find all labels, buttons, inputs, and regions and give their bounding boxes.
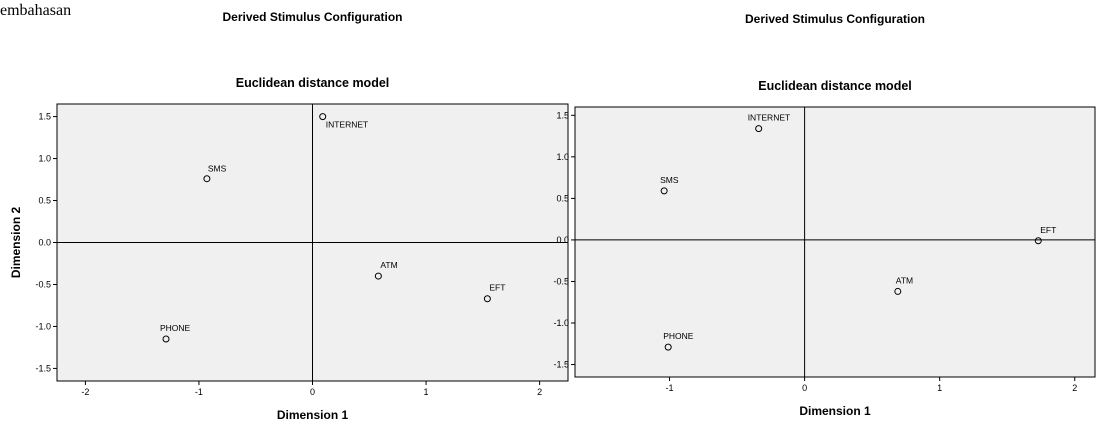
point-label-atm: ATM [380, 260, 397, 270]
x-tick-label: 1 [937, 383, 942, 393]
y-tick-label: -0.5 [35, 279, 51, 289]
point-internet [755, 125, 763, 133]
point-label-internet: INTERNET [326, 120, 369, 130]
point-atm [374, 272, 382, 280]
x-tick-label: -1 [195, 387, 203, 397]
point-internet [319, 113, 327, 121]
chart-title: Derived Stimulus Configuration [745, 12, 925, 26]
point-eft [1034, 237, 1042, 245]
y-tick-label: 1.5 [556, 110, 569, 120]
y-tick-label: 1.0 [38, 154, 51, 164]
x-tick-label: 2 [1072, 383, 1077, 393]
x-tick-label: 1 [424, 387, 429, 397]
point-sms [660, 187, 668, 195]
point-phone [664, 343, 672, 351]
point-label-sms: SMS [208, 164, 227, 174]
x-axis-title: Dimension 1 [799, 404, 871, 418]
point-sms [203, 175, 211, 183]
x-tick-label: 2 [537, 387, 542, 397]
y-tick-label: 1.0 [556, 152, 569, 162]
x-tick-label: 0 [310, 387, 315, 397]
point-eft [483, 295, 491, 303]
x-tick-label: -2 [81, 387, 89, 397]
chart-subtitle: Euclidean distance model [758, 79, 912, 93]
y-tick-label: -1.0 [35, 321, 51, 331]
x-axis-title: Dimension 1 [277, 408, 349, 422]
chart-title: Derived Stimulus Configuration [222, 10, 402, 24]
point-label-internet: INTERNET [748, 113, 791, 123]
point-phone [162, 335, 170, 343]
y-tick-label: 0.5 [38, 196, 51, 206]
point-label-atm: ATM [896, 275, 913, 285]
y-tick-label: 0.5 [556, 193, 569, 203]
y-tick-label: 0.0 [38, 238, 51, 248]
y-tick-label: -1.0 [553, 318, 569, 328]
point-label-phone: PHONE [663, 331, 694, 341]
x-tick-label: -1 [666, 383, 674, 393]
chart-subtitle: Euclidean distance model [236, 76, 390, 90]
y-axis-title: Dimension 2 [9, 207, 23, 279]
page-text-fragment: embahasan [0, 2, 72, 19]
plot-area [574, 106, 1096, 378]
y-tick-label: -0.5 [553, 276, 569, 286]
y-tick-label: 0.0 [556, 235, 569, 245]
x-tick-label: 0 [802, 383, 807, 393]
y-tick-label: 1.5 [38, 112, 51, 122]
y-tick-label: -1.5 [35, 363, 51, 373]
y-tick-label: -1.5 [553, 360, 569, 370]
point-label-sms: SMS [660, 175, 679, 185]
point-label-eft: EFT [1040, 225, 1056, 235]
point-label-phone: PHONE [160, 323, 191, 333]
point-atm [894, 287, 902, 295]
point-label-eft: EFT [489, 283, 505, 293]
